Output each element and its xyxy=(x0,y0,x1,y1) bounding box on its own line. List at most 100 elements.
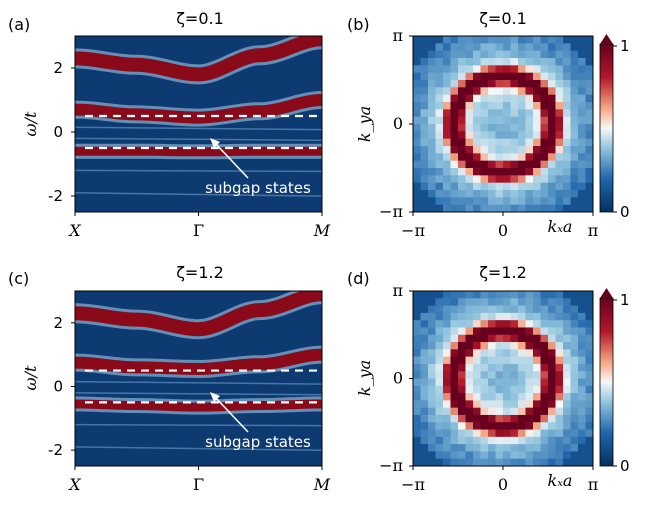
map-cell-d xyxy=(473,400,481,409)
ytick-label-c-2: -2 xyxy=(48,441,63,459)
ylabel-a: ω/t xyxy=(21,111,40,136)
map-cell-b xyxy=(465,58,474,66)
map-cell-b xyxy=(503,102,511,110)
map-cell-b xyxy=(413,80,421,88)
map-cell-d xyxy=(578,393,586,401)
ylabel-d: k_ya xyxy=(355,360,374,396)
map-cell-b xyxy=(495,43,504,52)
map-cell-b xyxy=(420,182,429,191)
map-cell-d xyxy=(503,385,511,394)
map-cell-d xyxy=(525,422,534,430)
map-cell-d xyxy=(465,305,474,314)
map-cell-b xyxy=(555,204,564,213)
map-cell-d xyxy=(435,458,444,467)
map-cell-b xyxy=(435,36,444,44)
map-cell-d xyxy=(533,385,541,394)
map-cell-b xyxy=(555,65,564,74)
map-cell-b xyxy=(525,94,534,103)
map-cell-b xyxy=(450,182,459,191)
map-cell-d xyxy=(548,312,556,321)
map-cell-d xyxy=(495,393,504,401)
map-cell-d xyxy=(540,400,549,409)
map-cell-d xyxy=(578,305,586,314)
map-cell-d xyxy=(585,400,594,409)
map-cell-b xyxy=(510,131,519,140)
map-cell-b xyxy=(540,131,549,140)
map-cell-d xyxy=(533,320,541,328)
map-cell-d xyxy=(473,378,481,387)
map-cell-b xyxy=(533,190,541,198)
map-cell-d xyxy=(540,407,549,416)
map-cell-b xyxy=(570,94,579,103)
map-cell-b xyxy=(443,109,451,118)
map-cell-d xyxy=(428,305,436,314)
map-cell-b xyxy=(480,87,489,96)
map-cell-d xyxy=(458,429,466,438)
map-cell-d xyxy=(495,458,504,467)
map-cell-d xyxy=(555,371,564,379)
map-cell-d xyxy=(585,371,594,379)
map-cell-b xyxy=(510,58,519,66)
map-cell-d xyxy=(435,407,444,416)
map-cell-d xyxy=(518,305,526,314)
faint-band-a-3 xyxy=(75,137,322,142)
map-cell-d xyxy=(555,334,564,343)
map-cell-d xyxy=(525,371,534,379)
map-cell-d xyxy=(525,312,534,321)
map-cell-b xyxy=(450,36,459,44)
map-cell-b xyxy=(465,146,474,154)
map-cell-d xyxy=(465,291,474,299)
band-upper-c xyxy=(75,291,322,337)
map-cell-d xyxy=(585,298,594,306)
map-cell-b xyxy=(570,102,579,110)
map-cell-d xyxy=(420,393,429,401)
map-cell-d xyxy=(525,291,534,299)
map-cell-b xyxy=(420,36,429,44)
ylabel-c: ω/t xyxy=(21,365,40,390)
map-cell-b xyxy=(495,50,504,59)
map-cell-d xyxy=(563,378,571,387)
map-cell-d xyxy=(458,320,466,328)
map-cell-d xyxy=(563,444,571,452)
map-cell-d xyxy=(510,407,519,416)
map-cell-b xyxy=(548,190,556,198)
xtick-label-c-1: Γ xyxy=(193,475,204,494)
map-cell-d xyxy=(428,356,436,365)
map-cell-d xyxy=(428,407,436,416)
map-cell-d xyxy=(473,349,481,358)
map-cell-b xyxy=(488,197,496,206)
map-cell-b xyxy=(413,138,421,147)
map-cell-b xyxy=(503,124,511,132)
map-cell-d xyxy=(555,320,564,328)
map-cell-b xyxy=(540,109,549,118)
map-cell-d xyxy=(518,444,526,452)
map-cell-b xyxy=(563,94,571,103)
map-cell-b xyxy=(503,204,511,213)
map-cell-d xyxy=(533,407,541,416)
map-cell-b xyxy=(570,124,579,132)
map-cell-d xyxy=(510,444,519,452)
map-cell-b xyxy=(510,109,519,118)
map-cell-b xyxy=(480,190,489,198)
map-cell-d xyxy=(518,342,526,350)
map-cell-b xyxy=(435,124,444,132)
map-cell-b xyxy=(510,153,519,162)
map-cell-b xyxy=(585,131,594,140)
map-cell-b xyxy=(480,175,489,184)
map-cell-d xyxy=(435,305,444,314)
map-cell-d xyxy=(465,312,474,321)
map-cell-d xyxy=(465,407,474,416)
map-cell-b xyxy=(435,80,444,88)
map-cell-d xyxy=(555,422,564,430)
map-cell-b xyxy=(458,168,466,176)
map-cell-d xyxy=(585,451,594,460)
map-cell-b xyxy=(555,80,564,88)
map-cell-d xyxy=(570,414,579,423)
map-cell-b xyxy=(428,58,436,66)
map-cell-d xyxy=(465,400,474,409)
map-cell-b xyxy=(488,138,496,147)
map-cell-b xyxy=(450,175,459,184)
map-cell-d xyxy=(563,371,571,379)
map-cell-d xyxy=(555,356,564,365)
map-cell-d xyxy=(420,414,429,423)
